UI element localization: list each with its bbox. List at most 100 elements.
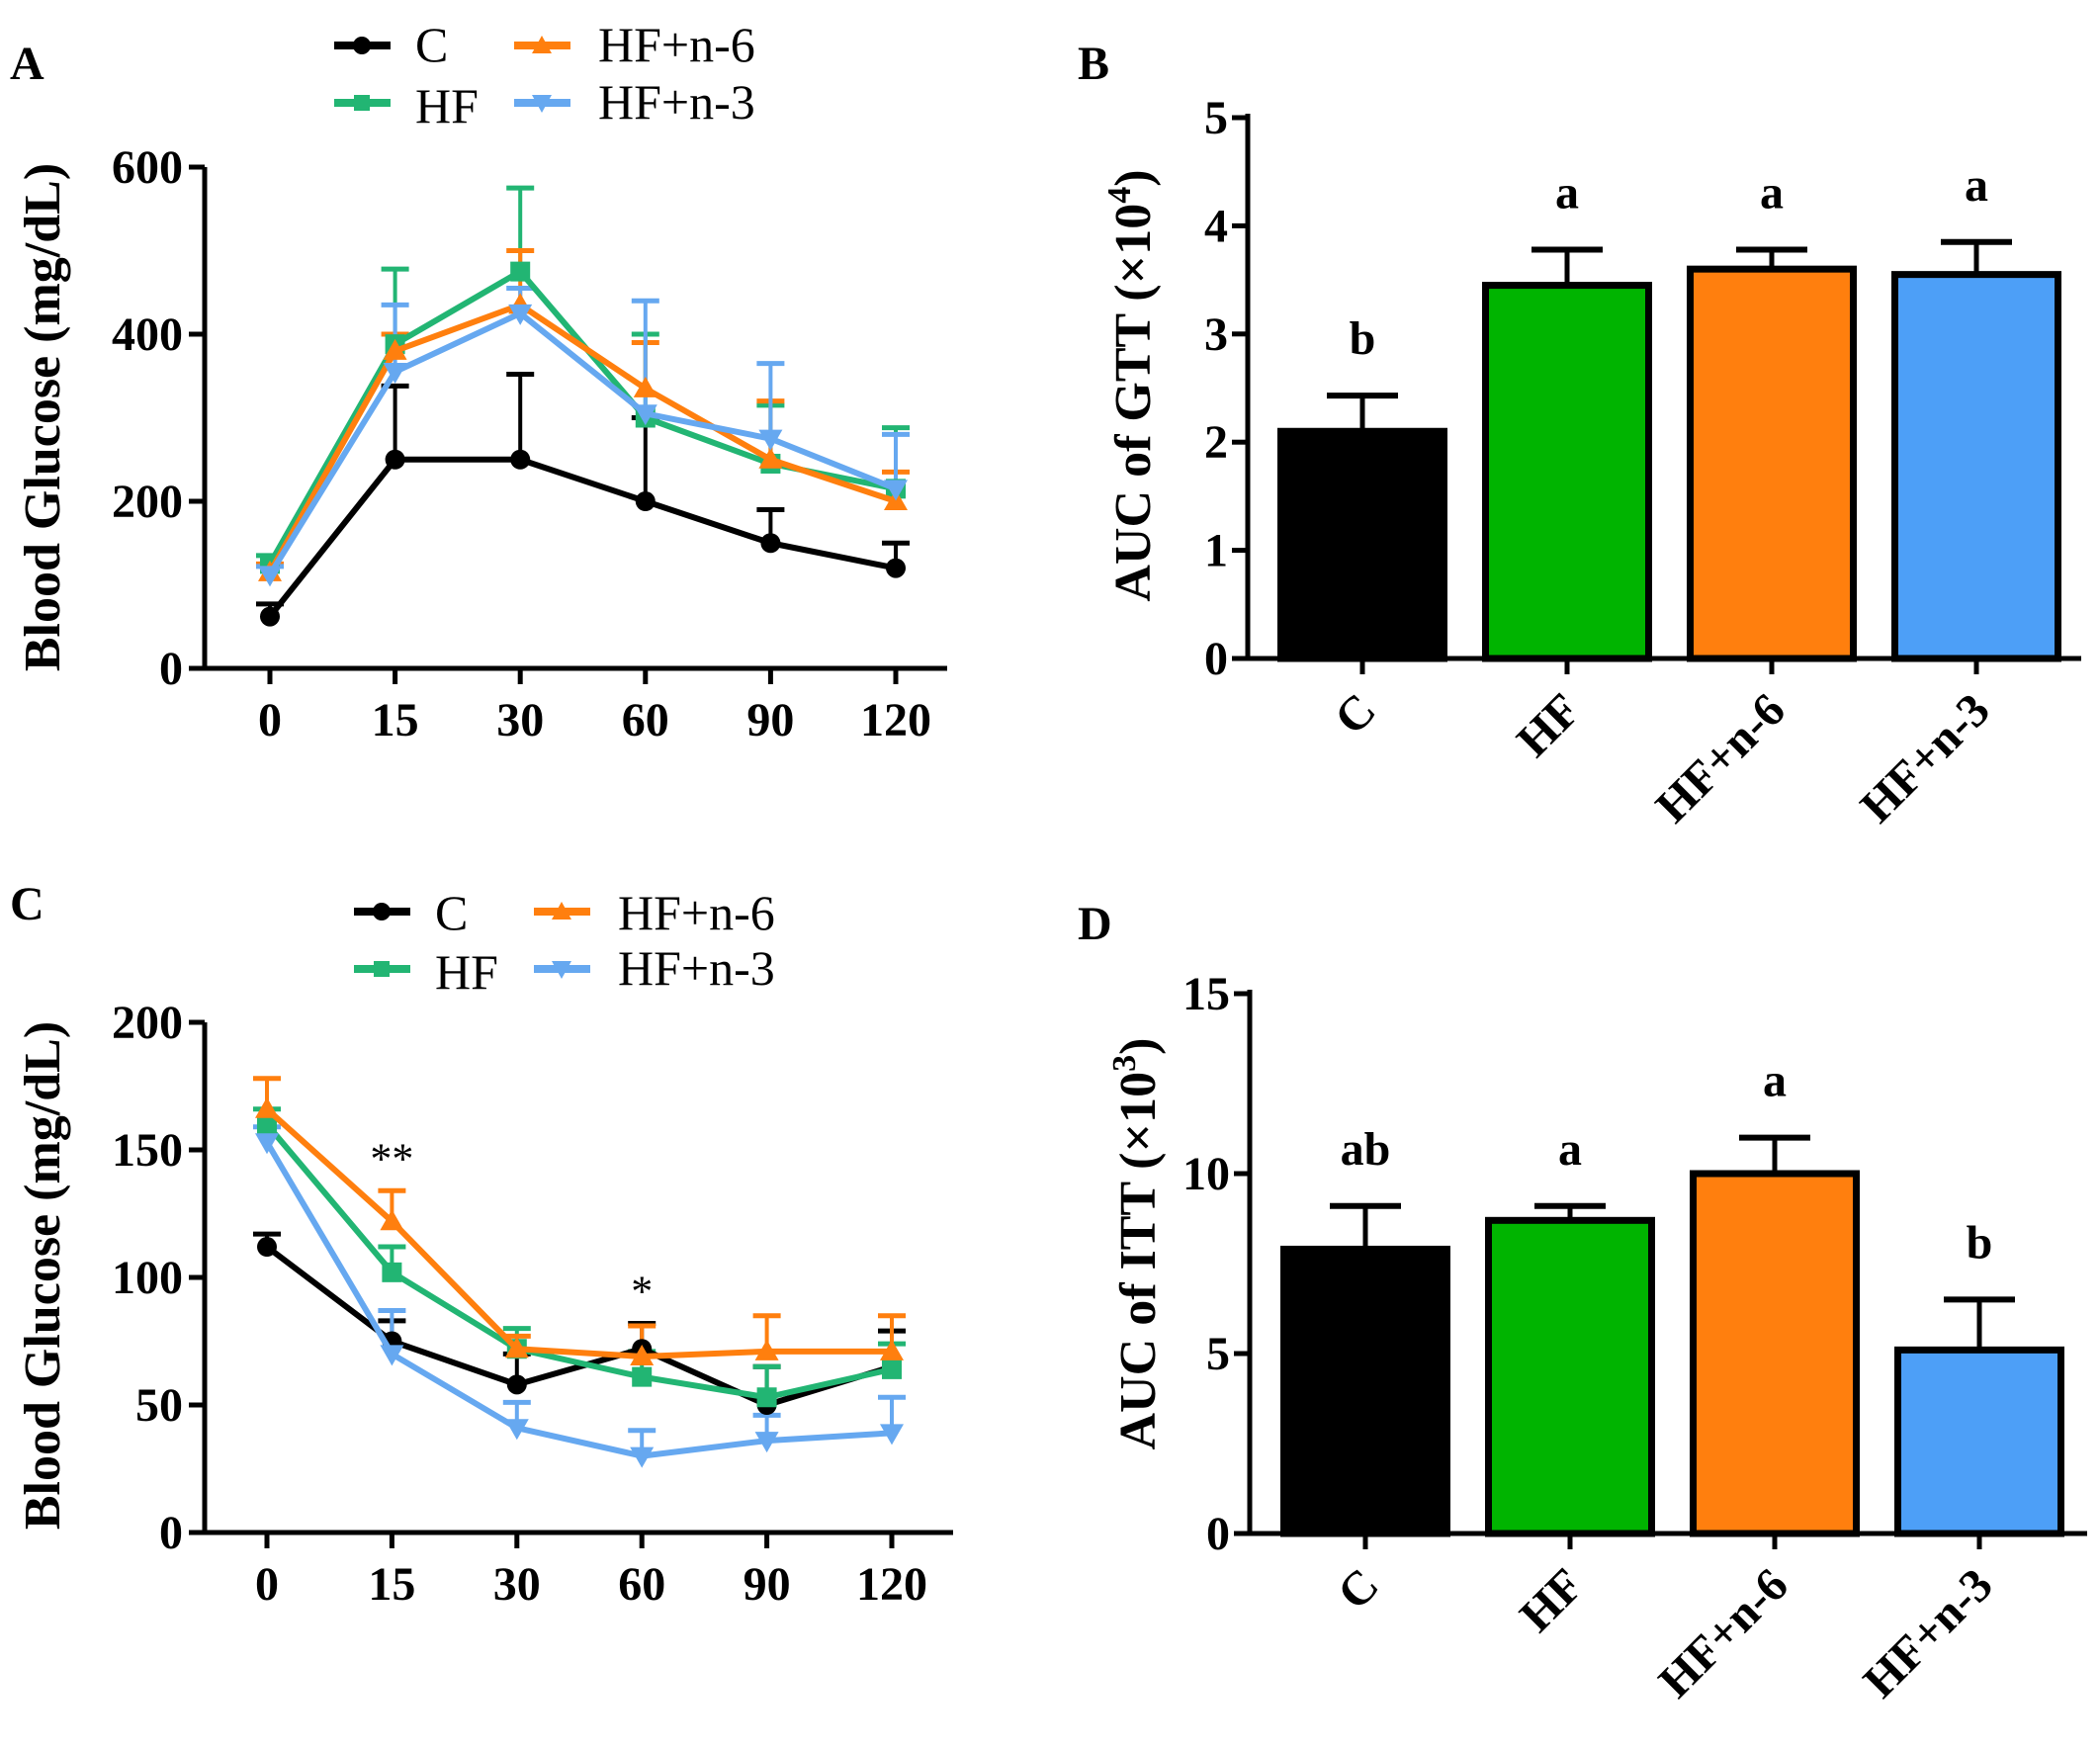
panel-d-plot: 0 5 10 15 Cab HF a HF+n-6 a HF+n-3 b	[1182, 968, 2087, 1708]
panel-b-sig-letter: a	[1555, 166, 1579, 219]
panel-b-xtick-label: HF+n-6	[1646, 683, 1795, 833]
panel-d-ytick-label: 10	[1182, 1148, 1230, 1200]
panel-d-label: D	[1078, 898, 1112, 950]
panel-a-point-c	[510, 449, 531, 470]
panel-a-ytick-label: 200	[112, 476, 183, 528]
panel-d-sig-letter: a	[1558, 1123, 1582, 1176]
panel-d-ytick-label: 5	[1206, 1328, 1230, 1380]
panel-d-xtick-label: HF+n-3	[1854, 1558, 2003, 1708]
panel-c-label: C	[10, 878, 44, 930]
panel-d-xtick-label: HF+n-6	[1649, 1558, 1798, 1708]
panel-a-xtick-label: 0	[258, 694, 282, 746]
panel-c-ytick-label: 150	[112, 1124, 183, 1177]
panel-c-ytick-label: 50	[135, 1379, 183, 1432]
panel-c-point-hf-n-3	[504, 1419, 529, 1441]
panel-b-ytick-label: 2	[1204, 416, 1228, 469]
panel-b: B AUC of GTT (×104) 012345CbHFaHF+n-6aHF…	[1078, 38, 2081, 833]
panel-d-sig-letter: b	[1967, 1216, 1993, 1269]
panel-a-ylabel: Blood Glucose (mg/dL)	[15, 163, 71, 671]
panel-a-point-hf-n-3	[884, 480, 908, 501]
panel-a-point-hf-n-3	[508, 304, 533, 325]
panel-b-ytick-label: 1	[1204, 525, 1228, 577]
panel-d-ytick-label: 0	[1206, 1508, 1230, 1560]
panel-a-point-hf-n-6	[633, 376, 657, 397]
legend-a-hf: HF	[334, 78, 479, 133]
panel-d-ylabel: AUC of ITT (×103)	[1106, 1038, 1167, 1450]
panel-d: D AUC of ITT (×103) 0 5 10 15 Cab HF a HF+n-6 a H…	[1078, 898, 2087, 1708]
panel-d-bar-hf-n-6	[1690, 1170, 1860, 1537]
panel-c-xtick-label: 120	[856, 1558, 927, 1611]
panel-a-label: A	[10, 38, 44, 90]
panel-c-legend: C HF HF+n-6 HF+n-3	[354, 885, 775, 1000]
panel-b-sig-letter: a	[1760, 166, 1784, 219]
panel-b-bar-hf-n-3	[1891, 271, 2061, 662]
legend-c-n6-label: HF+n-6	[618, 885, 775, 940]
panel-a-xtick-label: 30	[496, 694, 544, 746]
panel-a-line-c	[267, 456, 897, 619]
panel-c-xtick-label: 90	[744, 1558, 791, 1611]
panel-c-point-hf-n-6	[255, 1096, 279, 1118]
legend-c-hf: HF	[354, 944, 498, 1000]
legend-a-c-label: C	[415, 17, 448, 72]
legend-a-n3: HF+n-3	[514, 74, 755, 130]
legend-a-n6-label: HF+n-6	[598, 17, 755, 72]
panel-d-ylabel-sup: 3	[1106, 1055, 1143, 1072]
legend-c-c-label: C	[435, 885, 468, 940]
panel-b-xtick-label: C	[1325, 683, 1386, 745]
panel-c-point-hf-n-6	[630, 1344, 655, 1365]
panel-a-plot: 0 200 400 600 0 15 30 60 90 120	[112, 141, 947, 746]
panel-c-point-hf-n-6	[504, 1337, 529, 1359]
panel-c-ytick-label: 0	[159, 1507, 183, 1559]
panel-d-ytick-label: 15	[1182, 968, 1230, 1020]
panel-a-point-c	[260, 606, 280, 627]
panel-c-xtick-label: 0	[255, 1558, 279, 1611]
panel-b-sig-letter: b	[1350, 312, 1376, 365]
legend-c-c: C	[354, 885, 468, 940]
panel-c-significance-mark: **	[370, 1134, 413, 1183]
panel-a-line-hf-n-6	[267, 302, 897, 574]
panel-b-ytick-label: 5	[1204, 92, 1228, 144]
panel-a-point-hf	[510, 261, 531, 282]
panel-c-xtick-label: 60	[618, 1558, 665, 1611]
panel-c-point-hf	[257, 1114, 277, 1135]
panel-b-ytick-label: 0	[1204, 633, 1228, 685]
legend-a-n6: HF+n-6	[514, 17, 755, 72]
panel-c-point-hf-n-6	[754, 1339, 779, 1360]
panel-b-bar-hf	[1482, 282, 1652, 662]
panel-c-xtick-label: 30	[493, 1558, 541, 1611]
panel-c-point-hf	[756, 1387, 777, 1408]
panel-d-bar-hf-n-3	[1894, 1346, 2064, 1537]
legend-a-hf-label: HF	[415, 78, 479, 133]
panel-c-ylabel: Blood Glucose (mg/dL)	[15, 1021, 71, 1530]
panel-d-xtick-label: HF	[1510, 1558, 1594, 1642]
panel-c-point-hf	[382, 1262, 402, 1282]
panel-a-point-hf-n-3	[633, 404, 657, 426]
panel-a-point-c	[886, 558, 906, 578]
panel-b-ylabel-sup: 4	[1101, 187, 1138, 204]
panel-a-ytick-label: 400	[112, 308, 183, 361]
panel-b-sig-letter: a	[1965, 159, 1988, 212]
panel-c-line-hf	[264, 1122, 893, 1401]
panel-c-point-c	[506, 1374, 527, 1395]
panel-b-xtick-label: HF+n-3	[1851, 683, 2000, 833]
panel-c-line-c	[265, 1244, 893, 1408]
panel-c-point-c	[257, 1237, 277, 1258]
panel-c-ytick-label: 200	[112, 997, 183, 1049]
legend-a-c: C	[334, 17, 448, 72]
panel-a-ytick-label: 600	[112, 141, 183, 194]
panel-b-ylabel-end: )	[1105, 169, 1162, 186]
panel-a: A C HF HF+n-6 HF+n-3	[10, 17, 947, 746]
panel-a-point-hf-n-3	[258, 566, 282, 587]
panel-c-point-hf-n-3	[630, 1446, 655, 1468]
panel-b-ylabel: AUC of GTT (×104)	[1101, 169, 1162, 601]
panel-c-point-hf-n-3	[880, 1424, 904, 1446]
panel-b-ylabel-main: AUC of GTT (×10	[1105, 204, 1162, 602]
panel-c-point-hf-n-6	[880, 1339, 904, 1360]
panel-c-point-hf	[632, 1366, 653, 1387]
panel-c-xtick-label: 15	[368, 1558, 415, 1611]
legend-c-n6: HF+n-6	[534, 885, 775, 940]
panel-b-ytick-label: 3	[1204, 308, 1228, 361]
panel-d-ylabel-main: AUC of ITT (×10	[1110, 1072, 1167, 1450]
